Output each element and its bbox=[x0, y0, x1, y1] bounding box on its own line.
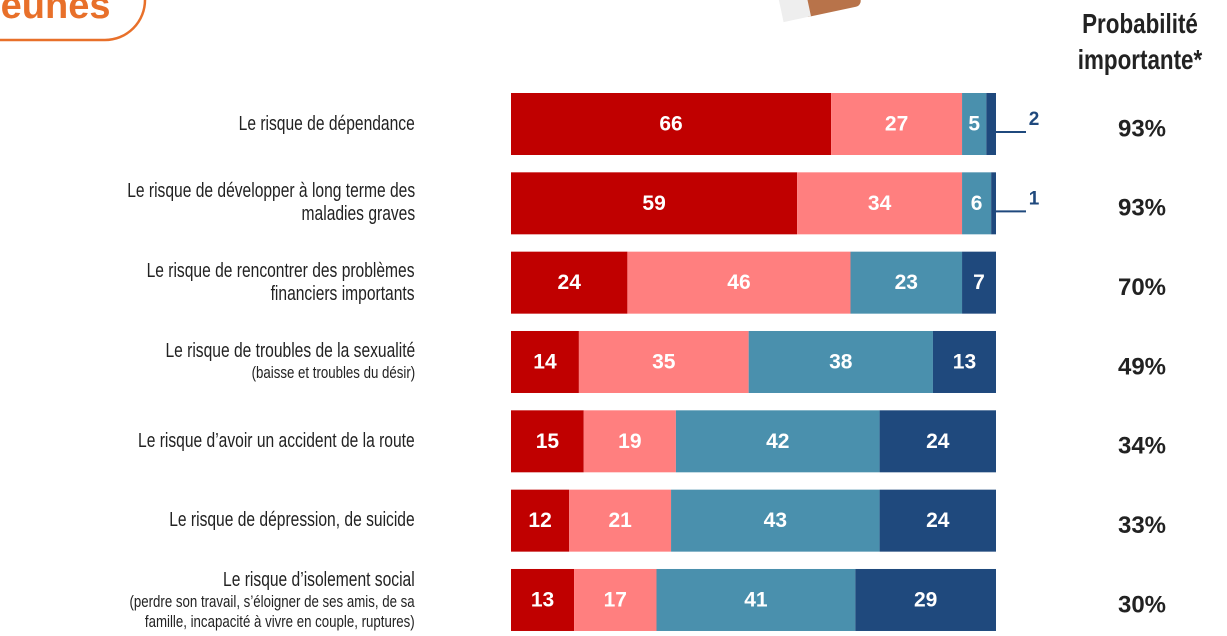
total-label: 93% bbox=[1118, 115, 1166, 142]
bar-segment bbox=[797, 172, 963, 235]
category-label: Le risque de troubles de la sexualité (ba… bbox=[165, 340, 415, 383]
bar-segment bbox=[511, 568, 575, 631]
bar-segment bbox=[748, 330, 933, 393]
value-label: 5 bbox=[968, 113, 980, 136]
bar-segment bbox=[850, 251, 963, 314]
bar-segment bbox=[879, 489, 996, 552]
bar-segment bbox=[962, 93, 987, 155]
category-label: Le risque de dépendance bbox=[239, 113, 415, 136]
bar-segment bbox=[511, 489, 570, 552]
category-note: (baisse et troubles du désir) bbox=[251, 363, 415, 383]
value-label: 24 bbox=[926, 430, 950, 453]
category-text: Le risque de développer à long terme des… bbox=[127, 180, 415, 226]
value-label-outside: 1 bbox=[1029, 188, 1040, 209]
bar-segment bbox=[569, 489, 672, 552]
bar-segment bbox=[583, 410, 676, 473]
value-label: 35 bbox=[652, 351, 676, 374]
value-label: 59 bbox=[642, 192, 665, 215]
value-label: 6 bbox=[971, 192, 983, 215]
value-label: 13 bbox=[953, 351, 976, 374]
value-label: 29 bbox=[914, 589, 937, 612]
bar-segment bbox=[675, 410, 880, 473]
value-label: 66 bbox=[659, 113, 682, 136]
total-label: 70% bbox=[1118, 274, 1166, 301]
category-note: (perdre son travail, s’éloigner de ses a… bbox=[129, 591, 415, 631]
total-label: 34% bbox=[1118, 433, 1166, 460]
category-text: Le risque de rencontrer des problèmes fi… bbox=[147, 259, 415, 305]
value-label: 19 bbox=[618, 430, 641, 453]
total-label: 49% bbox=[1118, 353, 1166, 380]
value-label: 24 bbox=[926, 509, 950, 532]
bar-segment bbox=[831, 93, 963, 155]
category-label: Le risque de rencontrer des problèmes fi… bbox=[147, 260, 415, 306]
category-text: Le risque d’avoir un accident de la rout… bbox=[138, 429, 415, 452]
value-label: 27 bbox=[885, 113, 908, 136]
bar-segment bbox=[574, 568, 657, 631]
value-label: 34 bbox=[868, 192, 892, 215]
bar-segment bbox=[656, 568, 856, 631]
bar-segment bbox=[511, 330, 579, 393]
value-label: 24 bbox=[558, 271, 582, 294]
value-label: 12 bbox=[528, 509, 551, 532]
bar-segment bbox=[855, 568, 996, 631]
total-label: 93% bbox=[1118, 195, 1166, 222]
bar-segment bbox=[671, 489, 880, 552]
bar-segment bbox=[986, 93, 996, 155]
cigarette-decoration bbox=[777, 0, 861, 23]
badge-frame bbox=[0, 0, 147, 42]
bar-segment bbox=[511, 172, 798, 235]
total-label: 33% bbox=[1118, 512, 1166, 539]
value-label: 46 bbox=[727, 271, 750, 294]
totals-title: Probabilité importante* bbox=[1077, 8, 1203, 76]
bar-segment bbox=[991, 172, 996, 235]
value-label: 14 bbox=[533, 351, 557, 374]
category-text: Le risque d’isolement social bbox=[223, 568, 415, 591]
category-label: Le risque de développer à long terme des… bbox=[127, 180, 415, 226]
value-label: 7 bbox=[973, 271, 985, 294]
value-label: 41 bbox=[744, 589, 768, 612]
bar-segment bbox=[627, 251, 851, 314]
badge: Jeunes bbox=[0, 0, 110, 27]
category-label: Le risque d’isolement social (perdre son … bbox=[130, 569, 415, 631]
value-label: 15 bbox=[536, 430, 560, 453]
bar-segment bbox=[962, 172, 992, 235]
bar-segment bbox=[511, 93, 832, 155]
bar-segment bbox=[932, 330, 996, 393]
category-text: Le risque de dépression, de suicide bbox=[169, 509, 415, 532]
category-text: Le risque de dépendance bbox=[238, 112, 415, 135]
total-label: 30% bbox=[1118, 591, 1166, 618]
value-label: 43 bbox=[764, 509, 787, 532]
value-label: 17 bbox=[604, 589, 627, 612]
value-label: 42 bbox=[766, 430, 789, 453]
value-label: 38 bbox=[829, 351, 853, 374]
value-label: 21 bbox=[608, 509, 632, 532]
bar-segment bbox=[578, 330, 749, 393]
value-label-outside: 2 bbox=[1029, 109, 1040, 130]
category-label: Le risque de dépression, de suicide bbox=[170, 509, 415, 532]
value-label: 23 bbox=[895, 271, 918, 294]
bar-segment bbox=[962, 251, 996, 314]
category-label: Le risque d’avoir un accident de la rout… bbox=[138, 430, 415, 453]
category-text: Le risque de troubles de la sexualité bbox=[165, 340, 415, 363]
bar-segment bbox=[879, 410, 996, 473]
value-label: 13 bbox=[531, 589, 554, 612]
bar-segment bbox=[511, 410, 584, 473]
bar-segment bbox=[511, 251, 628, 314]
